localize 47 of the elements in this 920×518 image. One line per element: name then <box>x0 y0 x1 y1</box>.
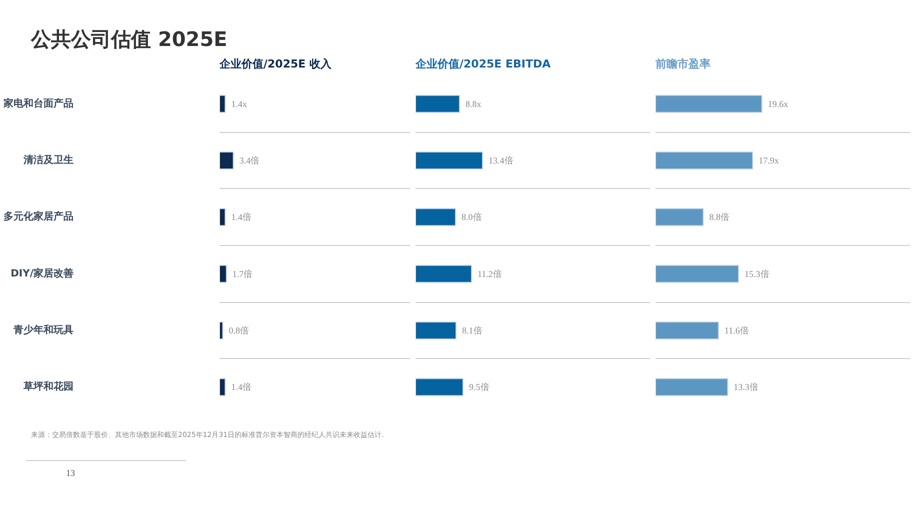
y-tick-label: 草坪和花园 <box>22 380 74 393</box>
bar <box>656 322 719 340</box>
bar <box>220 378 226 396</box>
bar <box>416 208 456 226</box>
bar <box>416 378 464 396</box>
bar <box>656 264 740 283</box>
data-label: 3.4倍 <box>239 156 260 166</box>
bar <box>656 378 728 396</box>
data-label: 8.8倍 <box>709 212 730 222</box>
chart-title: 企业价值/2025E 收入 <box>218 58 332 70</box>
data-label: 0.8倍 <box>228 326 249 336</box>
bar <box>220 152 234 170</box>
data-label: 8.1倍 <box>462 326 482 336</box>
data-label: 19.6x <box>768 98 789 109</box>
bar <box>656 152 754 170</box>
data-label: 13.4倍 <box>488 156 514 166</box>
bar <box>416 152 483 170</box>
text: 公共公司估值 2025E <box>31 26 228 53</box>
data-label: 1.4x <box>231 98 248 109</box>
data-label: 8.0倍 <box>462 212 482 222</box>
bar <box>220 208 226 226</box>
data-label: 8.8x <box>466 98 482 109</box>
bar <box>656 208 704 226</box>
bar <box>416 264 472 283</box>
data-label: 13.3倍 <box>734 382 758 392</box>
data-label: 17.9x <box>758 156 780 166</box>
data-label: 11.2倍 <box>478 268 502 279</box>
y-tick-label: 清洁及卫生 <box>22 154 74 166</box>
bar <box>220 264 227 283</box>
data-label: 11.6倍 <box>724 326 749 336</box>
chart-title: 企业价值/2025E EBITDA <box>414 58 552 70</box>
bar <box>220 94 226 113</box>
data-label: 1.7倍 <box>232 268 253 279</box>
data-label: 1.4倍 <box>231 382 252 392</box>
bar <box>220 322 224 340</box>
data-label: 15.3倍 <box>744 268 770 279</box>
bar <box>416 94 460 113</box>
y-tick-label: 多元化家居产品 <box>4 210 74 223</box>
data-label: 1.4倍 <box>231 212 252 222</box>
chart-title: 前瞻市盈率 <box>654 58 710 70</box>
y-tick-label: 家电和台面产品 <box>2 97 74 110</box>
bar <box>656 94 762 113</box>
data-label: 9.5倍 <box>469 382 490 392</box>
text: 13 <box>66 467 75 480</box>
y-tick-label: DIY/家居改善 <box>10 267 74 280</box>
bar <box>416 322 456 340</box>
y-tick-label: 青少年和玩具 <box>12 324 74 336</box>
